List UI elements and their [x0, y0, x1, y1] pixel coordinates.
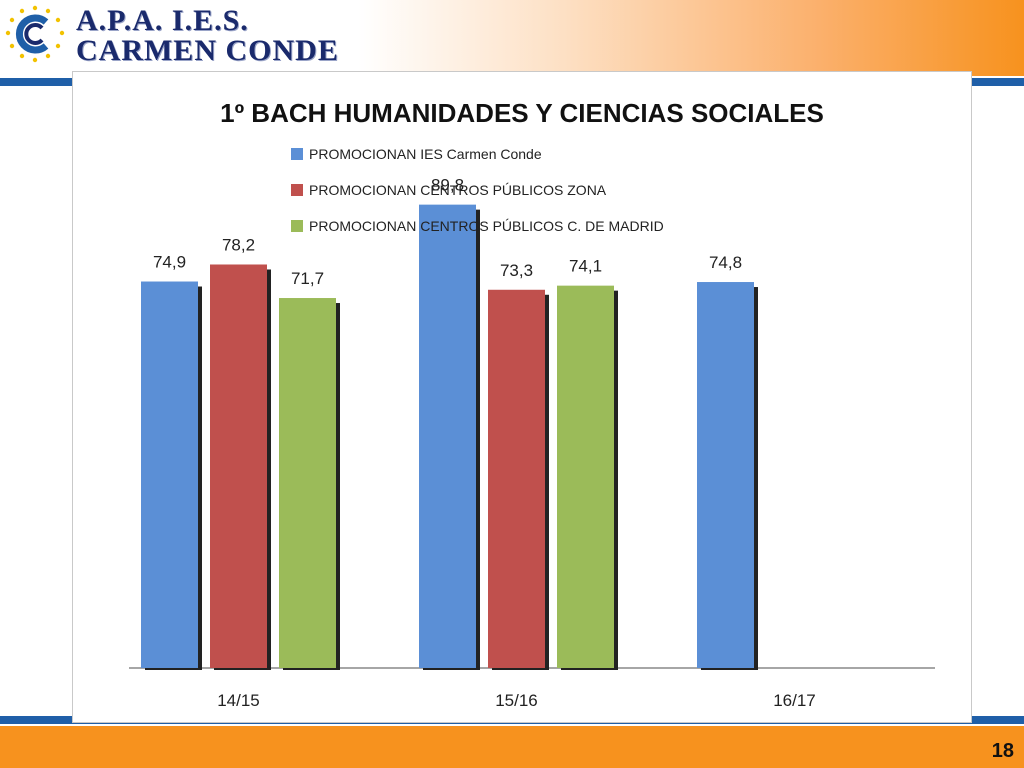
chart-title: 1º BACH HUMANIDADES Y CIENCIAS SOCIALES: [220, 98, 824, 128]
data-label: 71,7: [291, 269, 324, 288]
bar-1-14-15: [141, 281, 198, 668]
bar-2-15-16: [488, 289, 545, 668]
bar-2-14-15: [210, 264, 267, 668]
data-label: 78,2: [222, 235, 255, 254]
bar-1-16-17: [697, 282, 754, 668]
footer-bar: [0, 726, 1024, 768]
legend-label-zona: PROMOCIONAN CENTROS PÚBLICOS ZONA: [309, 182, 607, 198]
header-bar: [0, 0, 1024, 78]
data-label: 89,8: [431, 176, 464, 195]
category-label: 15/16: [495, 691, 538, 710]
category-label: 16/17: [773, 691, 816, 710]
bar-1-15-16: [419, 204, 476, 668]
page-number: 18: [991, 740, 1014, 762]
legend-swatch-madrid: [291, 220, 303, 232]
org-name-line1: A.P.A. I.E.S.: [76, 4, 249, 37]
category-label: 14/15: [217, 691, 260, 710]
data-label: 74,8: [709, 253, 742, 272]
chart-legend: PROMOCIONAN IES Carmen Conde PROMOCIONAN…: [291, 136, 664, 244]
data-label: 74,9: [153, 253, 186, 272]
legend-label-madrid: PROMOCIONAN CENTROS PÚBLICOS C. DE MADRI…: [309, 218, 664, 234]
org-name-line2: CARMEN CONDE: [76, 34, 339, 67]
apa-ies-logo-icon: [5, 5, 65, 63]
legend-swatch-zona: [291, 184, 303, 196]
legend-label-ies: PROMOCIONAN IES Carmen Conde: [309, 146, 542, 162]
legend-item-ies: PROMOCIONAN IES Carmen Conde: [291, 136, 664, 172]
chart-frame: 74,9 78,2 71,7 14/15 89,8 73,3 74,1 15/16 74,8 16…: [72, 71, 972, 723]
data-label: 73,3: [500, 261, 533, 280]
legend-swatch-ies: [291, 148, 303, 160]
bar-3-15-16: [557, 285, 614, 668]
bar-3-14-15: [279, 298, 336, 668]
data-label: 74,1: [569, 257, 602, 276]
legend-item-madrid: PROMOCIONAN CENTROS PÚBLICOS C. DE MADRI…: [291, 208, 664, 244]
legend-item-zona: PROMOCIONAN CENTROS PÚBLICOS ZONA: [291, 172, 664, 208]
bar-chart: 74,9 78,2 71,7 14/15 89,8 73,3 74,1 15/16 74,8 16…: [129, 176, 935, 710]
